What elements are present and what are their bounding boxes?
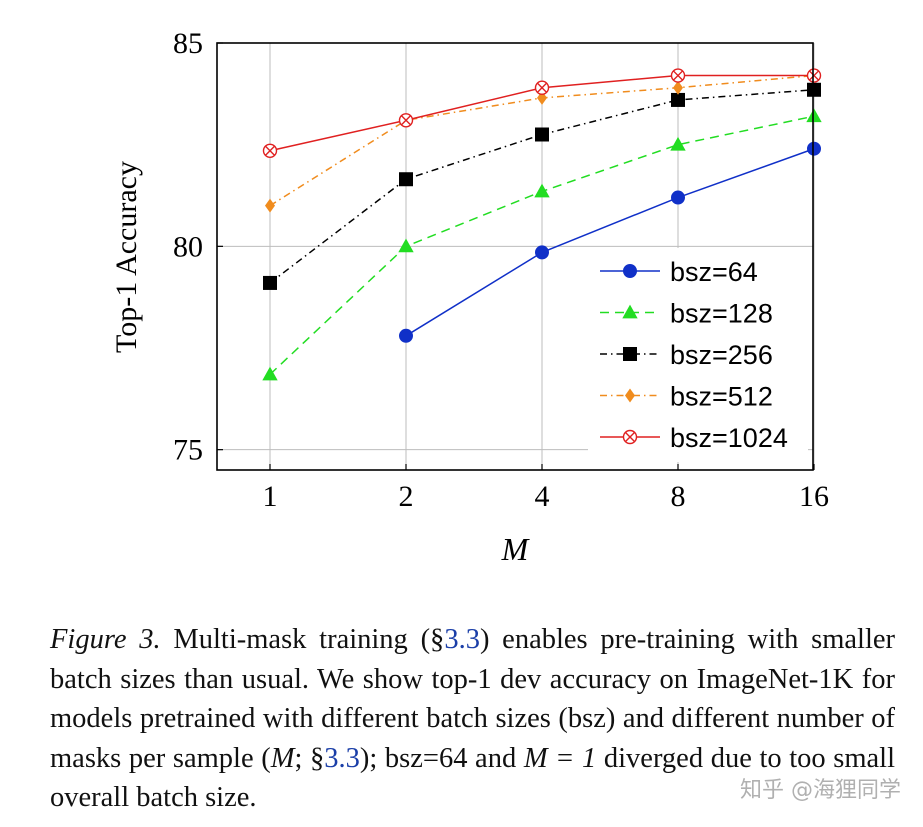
y-tick-label: 75 <box>173 434 203 467</box>
legend-marker <box>623 264 637 278</box>
caption-text: ; § <box>294 742 325 774</box>
data-point <box>807 141 821 156</box>
section-ref-link[interactable]: 3.3 <box>324 742 360 774</box>
caption-label: Figure 3. <box>50 624 161 655</box>
data-point <box>670 136 686 151</box>
watermark: 知乎 @海狸同学 <box>740 778 901 803</box>
marker-cross <box>264 145 276 156</box>
series-layer <box>262 68 822 381</box>
series-bsz-256 <box>263 82 821 290</box>
series-bsz-64 <box>399 141 821 343</box>
legend-label: bsz=128 <box>670 299 773 329</box>
x-tick-label: 4 <box>535 480 550 513</box>
caption-text: Multi-mask training (§ <box>160 624 445 655</box>
y-tick-label: 85 <box>173 27 203 60</box>
marker-cross <box>624 431 636 443</box>
x-tick-label: 1 <box>263 480 278 513</box>
caption-math: M = 1 <box>523 742 597 774</box>
data-point <box>265 198 275 213</box>
caption-text: ); bsz=64 and <box>359 742 524 774</box>
caption-math: M <box>270 742 295 774</box>
data-point <box>399 328 413 343</box>
legend: bsz=64 bsz=128 bsz=256 bsz=512 bsz=1024 <box>588 248 808 462</box>
data-point <box>671 190 685 205</box>
data-point <box>262 366 278 381</box>
legend-marker <box>622 429 638 445</box>
data-point <box>534 183 550 198</box>
data-point <box>263 275 277 290</box>
x-tick-label: 16 <box>799 480 829 513</box>
data-point <box>806 68 822 83</box>
data-point <box>398 238 414 253</box>
legend-marker <box>622 304 638 319</box>
accuracy-chart: 1 2 4 8 16 75 80 85 bsz=64 bsz=128 bsz=256 bsz=51… <box>110 27 830 567</box>
plot-frame <box>216 42 814 471</box>
data-point <box>673 80 683 95</box>
y-axis-label: Top-1 Accuracy <box>110 161 143 353</box>
legend-marker <box>625 388 635 403</box>
marker-cross <box>536 82 548 93</box>
data-point <box>262 143 278 158</box>
data-point <box>535 127 549 142</box>
caption-text: ) enables pre-training with smaller batc… <box>50 624 895 774</box>
data-point <box>671 92 685 107</box>
series-bsz-128 <box>262 108 822 381</box>
data-point <box>534 80 550 95</box>
x-tick-label: 8 <box>671 480 686 513</box>
data-point <box>807 82 821 97</box>
data-point <box>398 113 414 128</box>
legend-label: bsz=512 <box>670 382 773 412</box>
caption-text: diverged due to too small overall batch … <box>50 742 896 814</box>
data-point <box>670 68 686 83</box>
legend-marker <box>623 347 637 361</box>
figure-caption: Figure 3. Multi-mask training (§3.3) ena… <box>50 620 895 818</box>
legend-label: bsz=1024 <box>670 423 788 453</box>
x-tick-labels: 1 2 4 8 16 <box>263 480 830 513</box>
y-tick-label: 80 <box>173 230 203 263</box>
data-point <box>806 108 822 123</box>
marker-cross <box>808 70 820 81</box>
series-bsz-1024 <box>262 68 822 158</box>
marker-cross <box>400 115 412 126</box>
y-tick-labels: 75 80 85 <box>173 27 203 467</box>
marker-cross <box>672 70 684 81</box>
data-point <box>399 172 413 187</box>
legend-label: bsz=256 <box>670 340 773 370</box>
x-tick-label: 2 <box>399 480 414 513</box>
data-point <box>535 245 549 260</box>
series-line <box>405 148 815 337</box>
x-axis-label: M <box>501 531 531 567</box>
section-ref-link[interactable]: 3.3 <box>444 624 480 655</box>
legend-label: bsz=64 <box>670 257 758 287</box>
